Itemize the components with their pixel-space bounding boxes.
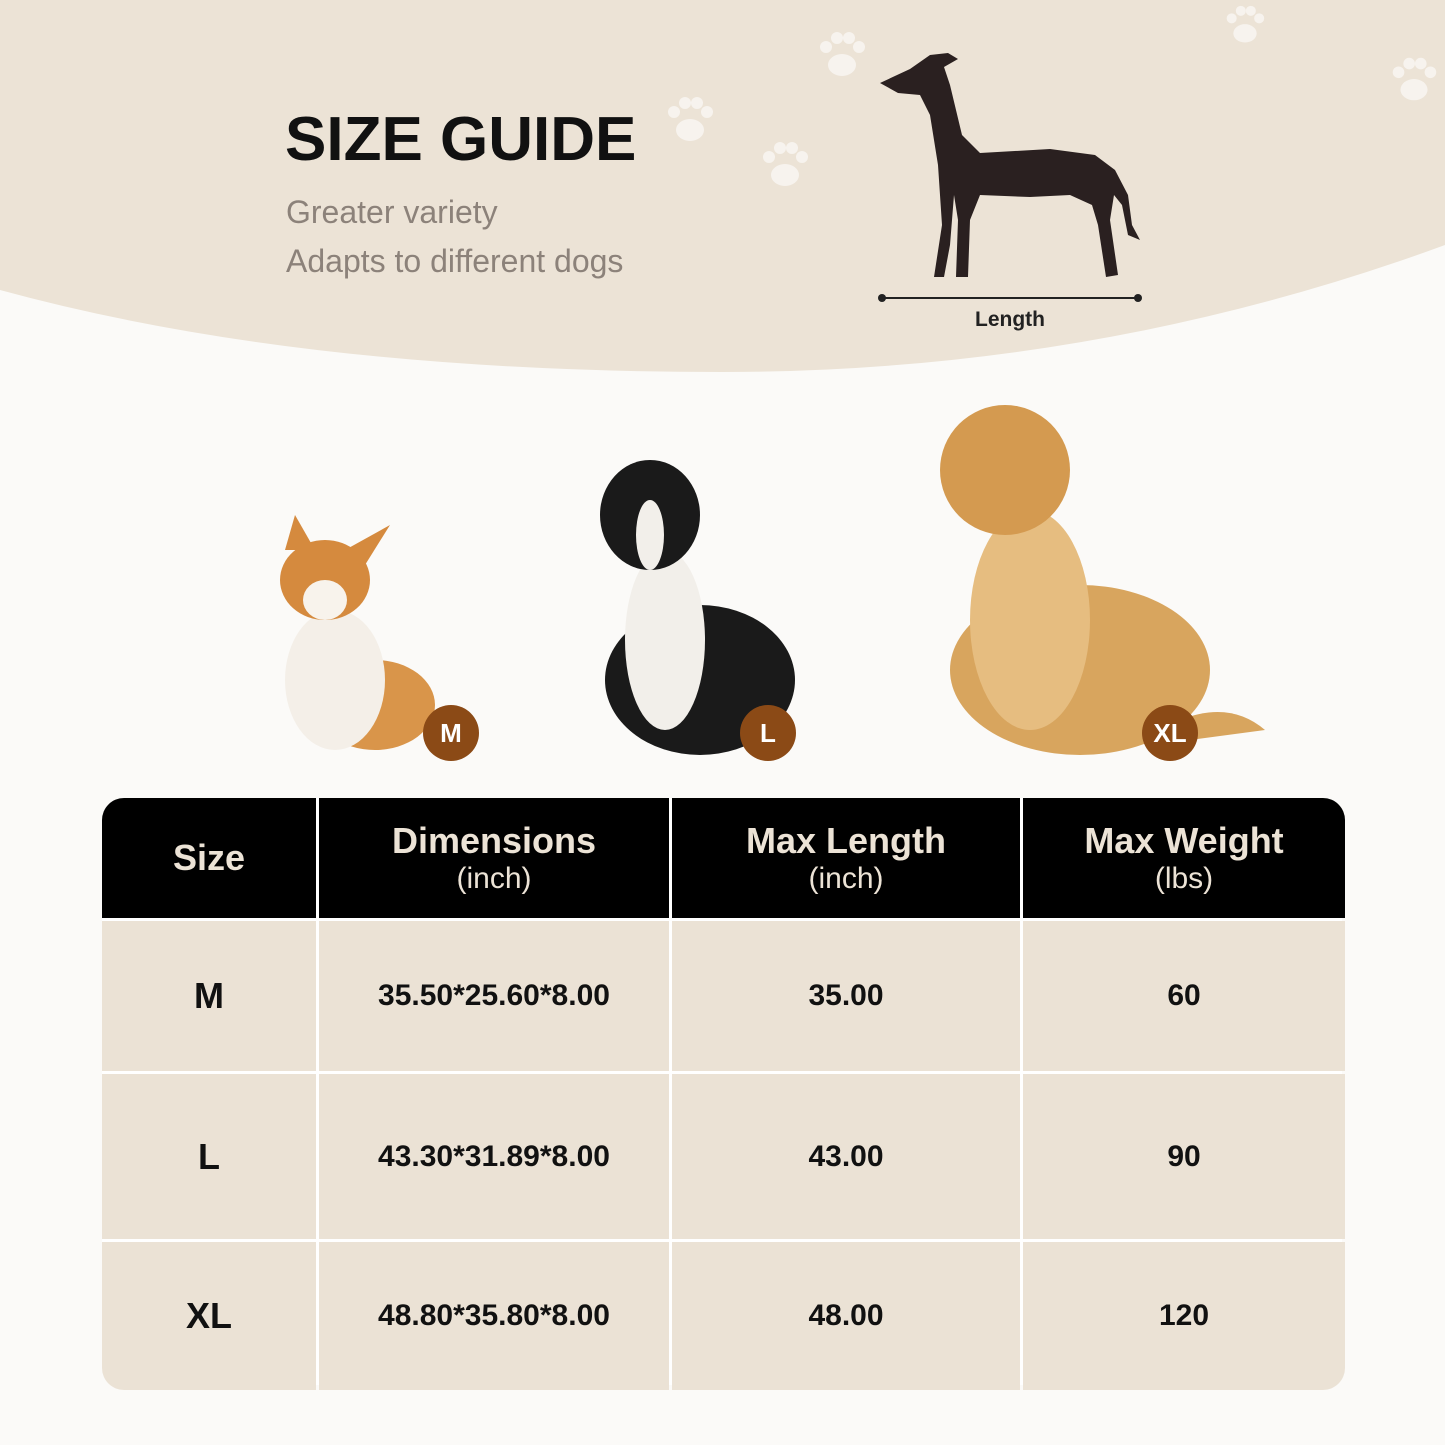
cell-max-weight: 60 [1023, 921, 1345, 1071]
subtitle-line: Greater variety [286, 194, 498, 230]
size-badge-m: M [423, 705, 479, 761]
paw-print-icon [668, 97, 713, 141]
header-label: Max Weight [1084, 820, 1284, 861]
corgi-image [280, 515, 435, 750]
header-unit: (lbs) [1154, 862, 1214, 895]
header-max-length: Max Length (inch) [672, 798, 1020, 918]
size-badge-xl: XL [1142, 705, 1198, 761]
size-table: Size Dimensions (inch) Max Length (inch) M… [102, 798, 1345, 1390]
subtitle-line: Adapts to different dogs [286, 243, 624, 279]
header-max-weight: Max Weight (lbs) [1023, 798, 1345, 918]
cell-max-length: 48.00 [672, 1242, 1020, 1390]
cell-max-weight: 120 [1023, 1242, 1345, 1390]
cell-size: XL [102, 1242, 316, 1390]
cell-max-length: 35.00 [672, 921, 1020, 1071]
paw-print-icon [763, 142, 808, 186]
length-endpoint [1134, 294, 1142, 302]
cell-dimensions: 48.80*35.80*8.00 [319, 1242, 669, 1390]
cell-max-weight: 90 [1023, 1074, 1345, 1239]
golden-retriever-image [940, 405, 1265, 755]
cell-size: L [102, 1074, 316, 1239]
length-label: Length [975, 308, 1045, 331]
header-label: Dimensions [391, 820, 597, 861]
size-badge-l: L [740, 705, 796, 761]
paw-print-icon [1226, 5, 1265, 43]
cell-dimensions: 35.50*25.60*8.00 [319, 921, 669, 1071]
header-background [0, 0, 1445, 372]
header-unit: (inch) [808, 862, 884, 895]
cell-dimensions: 43.30*31.89*8.00 [319, 1074, 669, 1239]
paw-print-icon [1392, 57, 1437, 101]
cell-max-length: 43.00 [672, 1074, 1020, 1239]
paw-print-icon [820, 32, 865, 76]
header-dimensions: Dimensions (inch) [319, 798, 669, 918]
length-line [882, 297, 1138, 299]
header-label: Size [172, 837, 246, 878]
header-size: Size [102, 798, 316, 918]
length-endpoint [878, 294, 886, 302]
page-title: SIZE GUIDE [285, 105, 637, 174]
dog-silhouette-icon [880, 53, 1140, 277]
header-unit: (inch) [456, 862, 532, 895]
header-label: Max Length [745, 820, 946, 861]
cell-size: M [102, 921, 316, 1071]
